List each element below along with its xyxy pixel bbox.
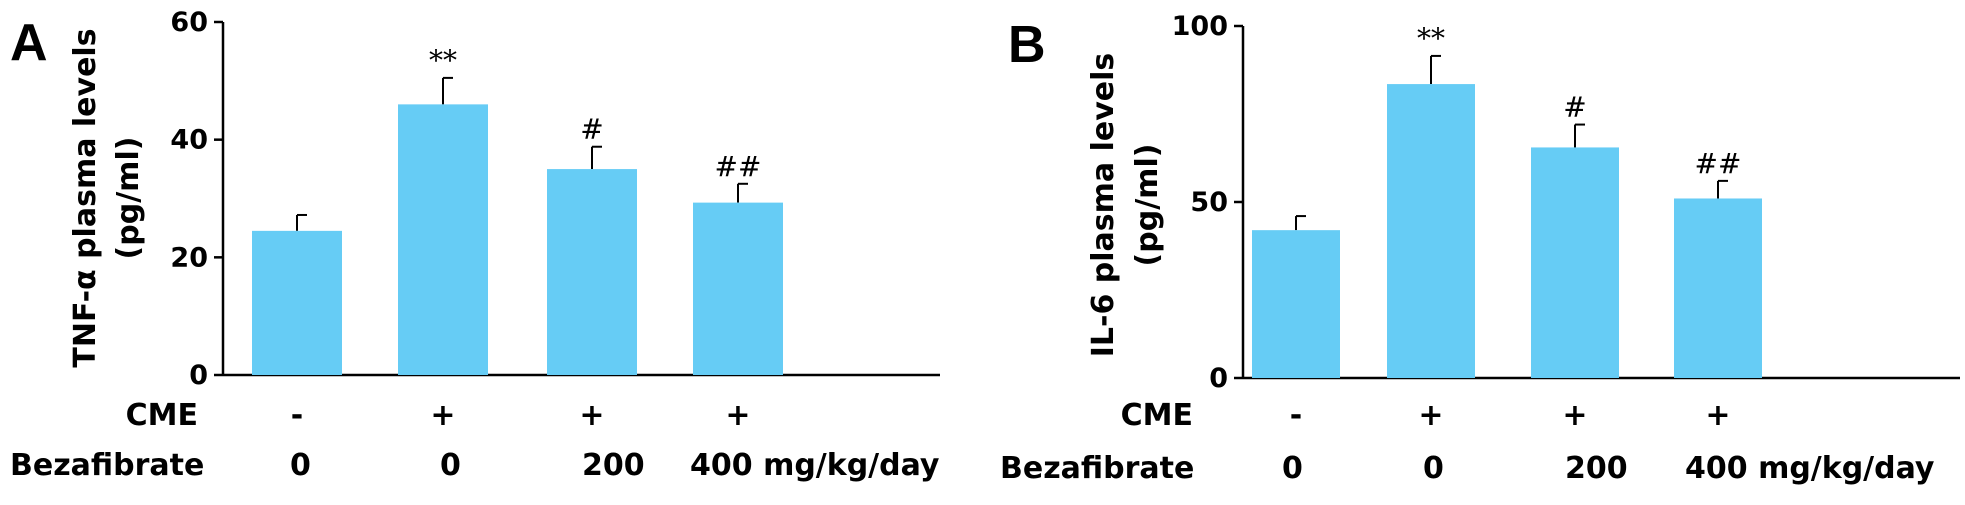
cme-value: + xyxy=(1705,398,1730,433)
cme-value: + xyxy=(725,398,750,433)
bar xyxy=(693,202,783,375)
bezafibrate-value: 400 mg/kg/day xyxy=(1685,451,1935,486)
bezafibrate-value: 200 xyxy=(1565,451,1628,486)
bezafibrate-value: 200 xyxy=(582,448,645,483)
cme-row-label: CME xyxy=(126,398,198,433)
bar xyxy=(1674,198,1762,378)
y-tick-label: 40 xyxy=(170,125,208,156)
bar xyxy=(547,169,637,375)
bezafibrate-value: 0 xyxy=(1423,451,1444,486)
cme-value: - xyxy=(1290,398,1302,433)
bezafibrate-value: 400 mg/kg/day xyxy=(690,448,940,483)
bar xyxy=(252,230,342,375)
cme-value: - xyxy=(291,398,303,433)
chart-panel-a: A TNF-α plasma levels (pg/ml)0204060**###C… xyxy=(10,7,940,483)
bar xyxy=(1531,147,1619,378)
cme-value: + xyxy=(1562,398,1587,433)
y-tick-label: 50 xyxy=(1190,187,1228,218)
bezafibrate-value: 0 xyxy=(440,448,461,483)
bar xyxy=(1387,84,1475,378)
bezafibrate-row-label: Bezafibrate xyxy=(1000,451,1194,486)
cme-value: + xyxy=(579,398,604,433)
y-tick-label: 20 xyxy=(170,242,208,273)
y-tick-label: 100 xyxy=(1172,11,1228,42)
cme-value: + xyxy=(430,398,455,433)
cme-row-label: CME xyxy=(1121,398,1193,433)
bezafibrate-row-label: Bezafibrate xyxy=(10,448,204,483)
y-axis-label: TNF-α plasma levels xyxy=(68,28,103,367)
bar xyxy=(1252,230,1340,378)
bezafibrate-value: 0 xyxy=(290,448,311,483)
bar xyxy=(398,104,488,375)
significance-label: ** xyxy=(1417,22,1445,55)
bezafibrate-value: 0 xyxy=(1282,451,1303,486)
panel-letter: A xyxy=(10,14,48,72)
y-axis-label: (pg/ml) xyxy=(111,137,146,260)
significance-label: # xyxy=(1563,91,1586,124)
panel-letter: B xyxy=(1008,16,1046,74)
y-axis-label: (pg/ml) xyxy=(1130,144,1165,267)
significance-label: ## xyxy=(1695,147,1742,180)
significance-label: ## xyxy=(715,150,762,183)
significance-label: # xyxy=(580,113,603,146)
y-tick-label: 0 xyxy=(189,360,208,391)
y-tick-label: 60 xyxy=(170,7,208,38)
significance-label: ** xyxy=(429,44,457,77)
y-axis-label: IL-6 plasma levels xyxy=(1086,53,1121,358)
y-tick-label: 0 xyxy=(1209,363,1228,394)
cme-value: + xyxy=(1418,398,1443,433)
